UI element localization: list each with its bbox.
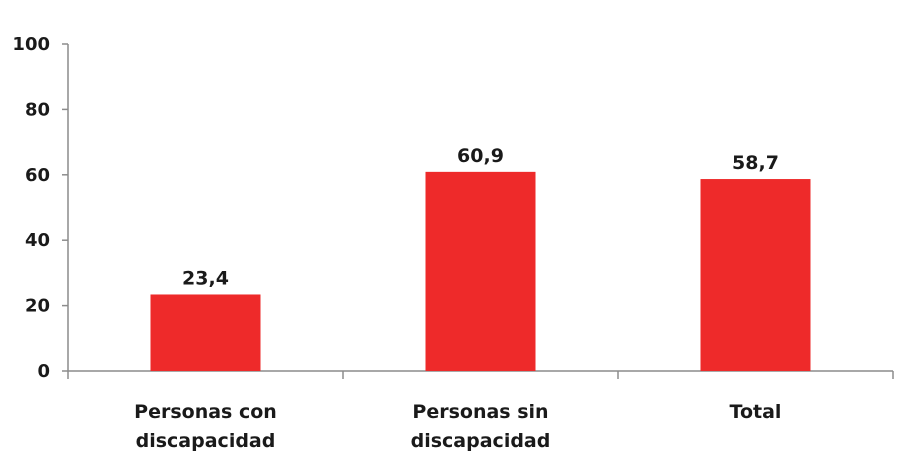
y-axis: 0 20 40 60 80 100 — [12, 34, 69, 382]
bar — [150, 294, 261, 371]
data-label: 58,7 — [732, 152, 779, 174]
y-tick-label: 0 — [37, 361, 50, 382]
category-label: Personas sin — [412, 401, 548, 423]
y-tick-label: 80 — [25, 99, 50, 120]
bar — [700, 179, 811, 371]
x-axis — [67, 370, 894, 379]
category-labels: Personas con discapacidad Personas sin disc… — [134, 401, 781, 452]
data-label: 60,9 — [457, 145, 504, 167]
data-label: 23,4 — [182, 267, 229, 289]
bars — [150, 171, 811, 371]
y-tick-label: 60 — [25, 165, 50, 186]
category-label: Personas con — [134, 401, 277, 423]
category-label: discapacidad — [411, 430, 551, 452]
bar — [425, 171, 536, 371]
data-labels: 23,4 60,9 58,7 — [182, 145, 779, 290]
category-label: discapacidad — [136, 430, 276, 452]
y-tick-label: 40 — [25, 230, 50, 251]
category-label: Total — [730, 401, 782, 423]
y-tick-label: 100 — [12, 34, 50, 55]
y-tick-label: 20 — [25, 296, 50, 317]
